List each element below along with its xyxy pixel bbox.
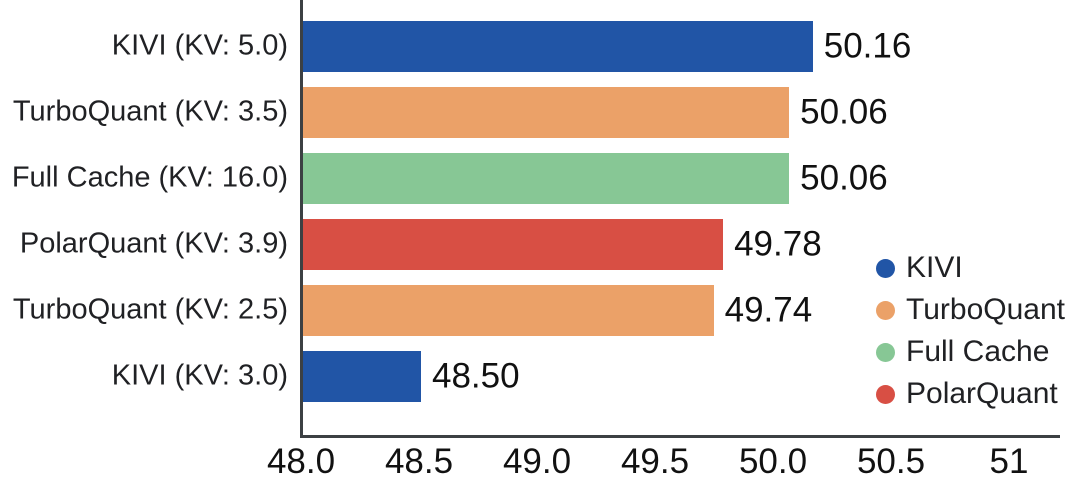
x-tick-label: 49.5 (620, 442, 690, 481)
legend: KIVI TurboQuant Full Cache PolarQuant (876, 247, 1065, 415)
x-tick-label: 48.5 (384, 442, 454, 481)
legend-item: PolarQuant (876, 373, 1065, 415)
legend-marker-icon (876, 300, 895, 320)
legend-label: PolarQuant (906, 377, 1058, 410)
legend-marker-icon (876, 384, 895, 404)
value-label: 50.06 (800, 158, 888, 198)
value-label: 50.16 (823, 26, 912, 66)
category-label: KIVI (KV: 5.0) (111, 29, 288, 62)
legend-marker-icon (876, 342, 895, 362)
legend-item: TurboQuant (876, 289, 1065, 331)
x-tick-label: 49.0 (502, 442, 572, 481)
legend-item: KIVI (876, 247, 1065, 289)
legend-label: Full Cache (906, 335, 1050, 368)
x-tick-label: 50.5 (856, 442, 926, 481)
y-axis-spine (300, 0, 303, 438)
legend-item: Full Cache (876, 331, 1065, 373)
legend-label: TurboQuant (906, 293, 1065, 326)
bar (303, 350, 421, 402)
legend-marker-icon (876, 258, 895, 278)
bar (303, 86, 790, 138)
category-label: PolarQuant (KV: 3.9) (19, 227, 288, 260)
x-axis-spine (300, 435, 1060, 438)
legend-label: KIVI (906, 251, 963, 284)
x-tick-label: 50.0 (738, 442, 808, 481)
category-label: KIVI (KV: 3.0) (111, 359, 288, 392)
category-label: Full Cache (KV: 16.0) (11, 161, 288, 194)
value-label: 49.74 (724, 290, 813, 330)
bar (303, 20, 813, 72)
bar (303, 152, 790, 204)
value-label: 49.78 (734, 224, 822, 264)
category-label: TurboQuant (KV: 2.5) (12, 293, 288, 326)
value-label: 50.06 (800, 92, 888, 132)
category-label: TurboQuant (KV: 3.5) (12, 95, 288, 128)
x-tick-label: 48.0 (266, 442, 336, 481)
bar (303, 284, 714, 336)
x-tick-label: 51 (989, 442, 1029, 481)
bar (303, 218, 724, 270)
value-label: 48.50 (432, 356, 520, 396)
